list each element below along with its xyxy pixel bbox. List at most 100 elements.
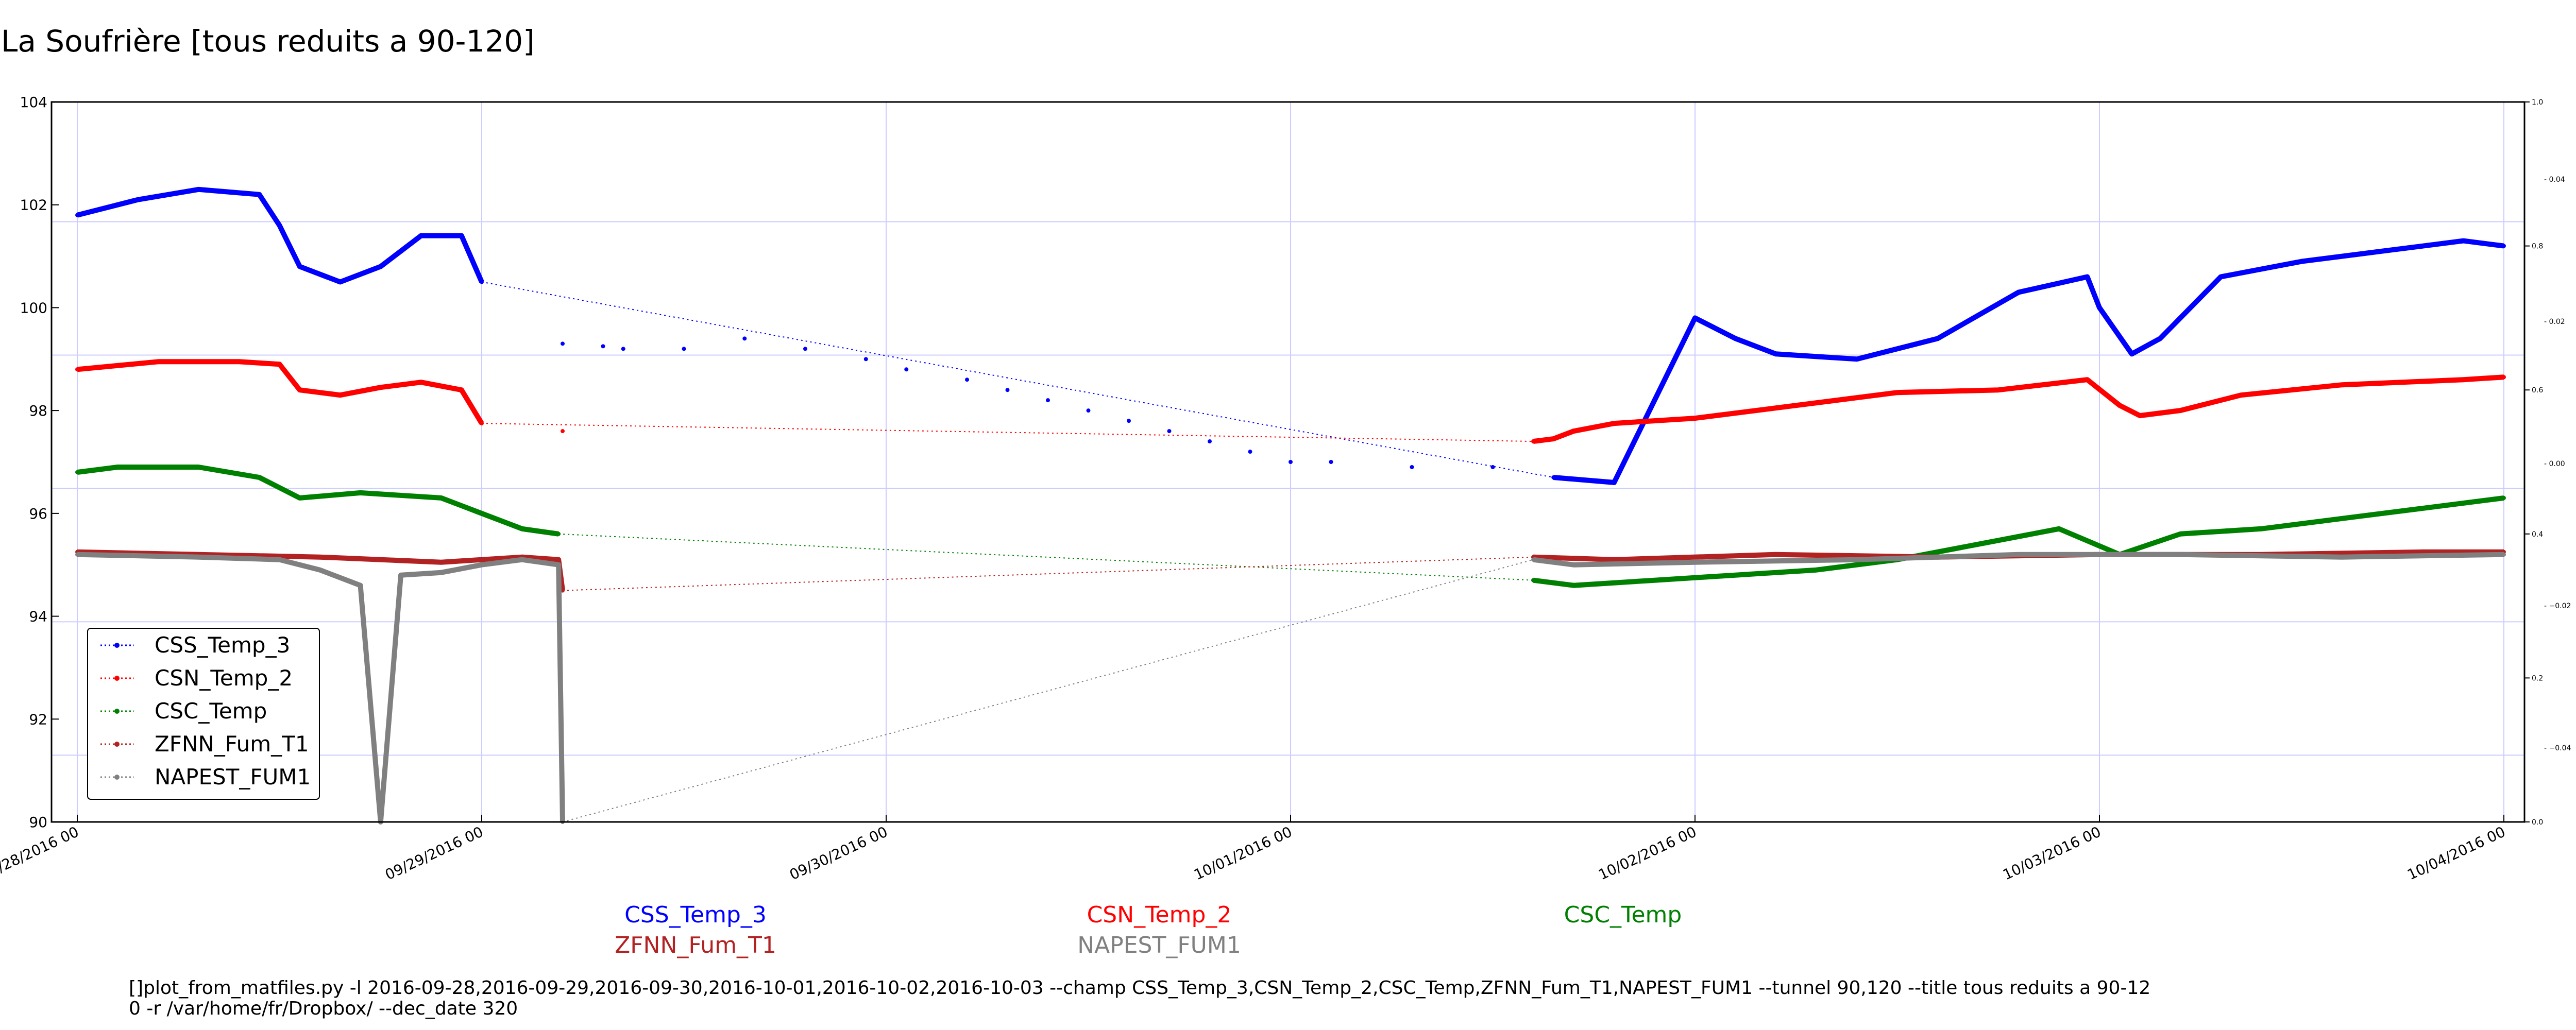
right-tick-label-0: 0.0	[2532, 818, 2543, 827]
y-tick-label-0: 90	[29, 814, 47, 831]
y-tick-label-6: 102	[20, 197, 47, 214]
legend-marker-CSC_Temp	[114, 709, 120, 714]
data-point-NAPEST_FUM1-9	[520, 557, 524, 562]
data-point-CSN_Temp_2-16	[1774, 406, 1778, 410]
data-point-CSS_Temp_3-21	[1046, 398, 1050, 403]
data-point-CSN_Temp_2-0	[75, 367, 79, 372]
right-axis: 0.0 0.2 0.4 0.6 0.8 1.0 - 0.04 - 0.02 - 0.00 - −0…	[2524, 98, 2571, 827]
chart-title: La Soufrière [tous reduits a 90-120]	[1, 24, 535, 59]
series-line-NAPEST_FUM1-1	[77, 552, 565, 825]
data-point-CSS_Temp_3-17	[863, 357, 868, 362]
data-point-CSN_Temp_2-3	[277, 362, 282, 367]
x-tick-label-2: 09/30/2016 00	[787, 823, 890, 883]
data-point-CSN_Temp_2-22	[2178, 408, 2182, 413]
data-point-CSS_Temp_3-26	[1248, 450, 1252, 454]
data-point-CSN_Temp_2-10	[561, 429, 565, 434]
data-point-CSS_Temp_3-39	[2085, 274, 2090, 279]
data-point-CSN_Temp_2-26	[2502, 375, 2506, 380]
data-point-CSS_Temp_3-34	[1733, 336, 1738, 341]
series-line-CSS_Temp_3-2	[1553, 238, 2504, 485]
y-axis: 90 92 94 96 98 100 102 104	[20, 94, 59, 831]
data-point-CSN_Temp_2-15	[1693, 416, 1697, 421]
data-point-NAPEST_FUM1-0	[75, 552, 79, 557]
data-point-CSN_Temp_2-19	[2085, 377, 2090, 382]
data-point-CSC_Temp-7	[480, 511, 484, 516]
data-point-CSN_Temp_2-1	[156, 359, 160, 364]
right-tick-label-1: 0.2	[2532, 674, 2543, 682]
right-tick-label-5: 1.0	[2532, 98, 2543, 107]
legend-label-CSN_Temp_2: CSN_Temp_2	[155, 665, 293, 691]
data-point-CSS_Temp_3-3	[257, 192, 262, 197]
data-point-NAPEST_FUM1-13	[1571, 562, 1576, 567]
x-tick-label-0: 09/28/2016 00	[0, 823, 81, 883]
data-point-CSS_Temp_3-12	[601, 344, 605, 349]
data-point-CSS_Temp_3-41	[2129, 352, 2134, 356]
data-point-CSS_Temp_3-37	[1936, 336, 1940, 341]
data-point-CSS_Temp_3-18	[904, 367, 909, 372]
data-point-CSS_Temp_3-27	[1289, 460, 1293, 464]
data-point-NAPEST_FUM1-19	[2502, 552, 2506, 557]
data-point-NAPEST_FUM1-6	[399, 573, 403, 577]
right-tick-label-2: 0.4	[2532, 530, 2543, 539]
data-point-CSS_Temp_3-45	[2380, 249, 2385, 253]
data-point-CSN_Temp_2-7	[419, 380, 423, 385]
data-point-ZFNN_Fum_T1-8	[1612, 557, 1616, 562]
x-tick-label-3: 10/01/2016 00	[1191, 823, 1295, 883]
legend-box	[87, 628, 320, 800]
data-point-CSC_Temp-19	[2178, 531, 2182, 536]
data-point-NAPEST_FUM1-18	[2340, 555, 2344, 559]
series-label-napest-fum1: NAPEST_FUM1	[1077, 932, 1241, 958]
x-tick-label-1: 09/29/2016 00	[382, 823, 486, 883]
right-inner-tick-label-3: - −0.02	[2544, 602, 2571, 610]
data-point-CSS_Temp_3-46	[2461, 238, 2466, 243]
series-NAPEST_FUM1	[75, 552, 2506, 825]
data-point-CSN_Temp_2-13	[1571, 429, 1576, 434]
data-point-CSC_Temp-23	[2502, 495, 2506, 500]
x-tick-label-4: 10/02/2016 00	[1596, 823, 1699, 883]
right-inner-tick-label-2: - 0.00	[2544, 460, 2565, 468]
data-point-CSS_Temp_3-31	[1551, 475, 1556, 479]
data-point-CSC_Temp-0	[75, 470, 79, 474]
data-point-CSS_Temp_3-40	[2097, 305, 2102, 310]
data-point-NAPEST_FUM1-10	[556, 562, 561, 567]
plot-frame	[50, 101, 2526, 823]
data-point-CSS_Temp_3-22	[1086, 408, 1091, 413]
data-point-CSC_Temp-1	[115, 465, 120, 469]
data-point-CSN_Temp_2-25	[2461, 377, 2466, 382]
data-point-CSN_Temp_2-18	[1996, 388, 2001, 392]
data-point-CSN_Temp_2-5	[338, 393, 343, 398]
data-point-CSC_Temp-22	[2421, 506, 2425, 510]
data-point-CSS_Temp_3-47	[2502, 244, 2506, 248]
series-label-csc-temp: CSC_Temp	[1564, 902, 1682, 928]
data-point-ZFNN_Fum_T1-3	[439, 560, 444, 564]
data-point-ZFNN_Fum_T1-5	[556, 557, 561, 562]
data-point-CSS_Temp_3-28	[1329, 460, 1333, 464]
legend: CSS_Temp_3 CSN_Temp_2 CSC_Temp ZFNN_Fum_T1 N…	[87, 628, 320, 800]
data-point-CSS_Temp_3-5	[297, 264, 302, 269]
data-point-CSS_Temp_3-32	[1612, 480, 1616, 485]
right-inner-tick-label-0: - 0.04	[2544, 176, 2565, 184]
data-point-CSN_Temp_2-14	[1612, 421, 1616, 426]
data-point-CSN_Temp_2-4	[297, 388, 302, 392]
series-label-zfnn-fum-t1: ZFNN_Fum_T1	[615, 932, 776, 958]
data-point-NAPEST_FUM1-17	[2178, 552, 2182, 557]
data-point-CSS_Temp_3-23	[1127, 419, 1131, 423]
data-point-CSS_Temp_3-36	[1855, 357, 1859, 362]
data-point-CSC_Temp-21	[2340, 516, 2344, 521]
series-gap-CSN_Temp_2	[481, 423, 1534, 442]
command-line-1: []plot_from_matfiles.py -l 2016-09-28,20…	[129, 977, 2150, 999]
series-line-NAPEST_FUM1-2	[1533, 552, 2504, 568]
series-label-css-temp-3: CSS_Temp_3	[624, 902, 767, 928]
right-tick-label-3: 0.6	[2532, 386, 2543, 394]
data-point-CSS_Temp_3-16	[803, 347, 807, 351]
right-inner-tick-label-1: - 0.02	[2544, 318, 2565, 326]
series-gap-CSC_Temp	[558, 533, 1534, 581]
data-point-CSC_Temp-17	[2057, 526, 2061, 531]
command-line-2: 0 -r /var/home/fr/Dropbox/ --dec_date 32…	[129, 998, 518, 1019]
legend-marker-CSN_Temp_2	[114, 676, 120, 681]
data-point-CSC_Temp-14	[1814, 568, 1819, 572]
data-point-CSS_Temp_3-24	[1167, 429, 1172, 434]
data-point-CSS_Temp_3-8	[419, 233, 423, 238]
series-label-csn-temp-2: CSN_Temp_2	[1087, 902, 1232, 928]
